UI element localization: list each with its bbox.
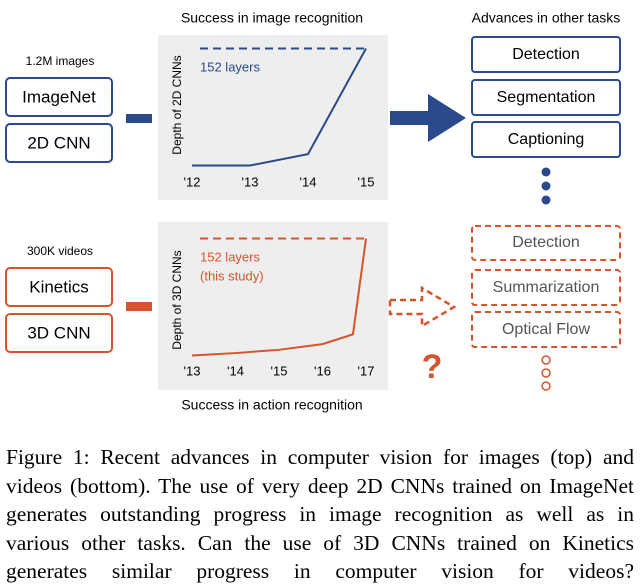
task-label: Captioning bbox=[508, 131, 585, 148]
task-label: Segmentation bbox=[497, 89, 596, 106]
annotation: 152 layers bbox=[200, 59, 260, 74]
task-box bbox=[471, 36, 621, 73]
tasks-title: Advances in other tasks bbox=[472, 10, 621, 26]
line bbox=[191, 238, 367, 357]
x-tick-label: '12 bbox=[184, 174, 201, 189]
x-tick-label: '13 bbox=[184, 363, 201, 378]
connector bbox=[126, 302, 152, 311]
x-tick-label: '13 bbox=[242, 174, 259, 189]
box bbox=[5, 313, 113, 353]
dot bbox=[541, 381, 551, 391]
figure: 1.2M images ImageNet 2D CNN 300K videos … bbox=[5, 10, 621, 413]
annotation: 152 layers bbox=[200, 249, 260, 264]
x-tick-label: '16 bbox=[314, 363, 331, 378]
annotation: (this study) bbox=[200, 268, 264, 283]
input-label: 300K videos bbox=[27, 244, 93, 258]
arrow bbox=[390, 94, 466, 142]
box bbox=[5, 123, 113, 163]
line bbox=[192, 48, 367, 167]
y-axis-label: Depth of 2D CNNs bbox=[170, 55, 184, 154]
caption: Figure 1: Recent advances in computer vi… bbox=[6, 445, 634, 584]
x-tick-label: '15 bbox=[271, 363, 288, 378]
chart-bg bbox=[158, 35, 388, 200]
box-label: ImageNet bbox=[22, 87, 96, 106]
box bbox=[5, 267, 113, 307]
chart-title: Success in action recognition bbox=[181, 397, 362, 413]
y-axis-label: Depth of 3D CNNs bbox=[170, 250, 184, 349]
task-label: Optical Flow bbox=[502, 321, 590, 338]
dot bbox=[541, 167, 551, 177]
x-tick-label: '14 bbox=[227, 363, 244, 378]
dot bbox=[541, 195, 551, 205]
box-label: 3D CNN bbox=[27, 323, 90, 342]
input-label: 1.2M images bbox=[26, 54, 95, 68]
x-tick-label: '17 bbox=[358, 363, 375, 378]
arrow bbox=[388, 285, 457, 329]
x-tick-label: '15 bbox=[358, 174, 375, 189]
chart-title: Success in image recognition bbox=[181, 10, 363, 26]
task-box bbox=[471, 79, 621, 116]
task-label: Detection bbox=[512, 46, 580, 63]
box-label: Kinetics bbox=[29, 277, 89, 296]
question-mark: ? bbox=[422, 348, 443, 386]
task-box bbox=[471, 311, 621, 348]
chart-bg bbox=[158, 222, 388, 390]
task-box bbox=[471, 269, 621, 306]
connector bbox=[126, 114, 152, 123]
dot bbox=[541, 368, 551, 378]
dot bbox=[541, 181, 551, 191]
x-tick-label: '14 bbox=[300, 174, 317, 189]
task-label: Detection bbox=[512, 234, 580, 251]
dot bbox=[541, 355, 551, 365]
task-label: Summarization bbox=[493, 279, 600, 296]
box-label: 2D CNN bbox=[27, 133, 90, 152]
task-box bbox=[471, 225, 621, 261]
box bbox=[5, 77, 113, 117]
task-box bbox=[471, 121, 621, 158]
